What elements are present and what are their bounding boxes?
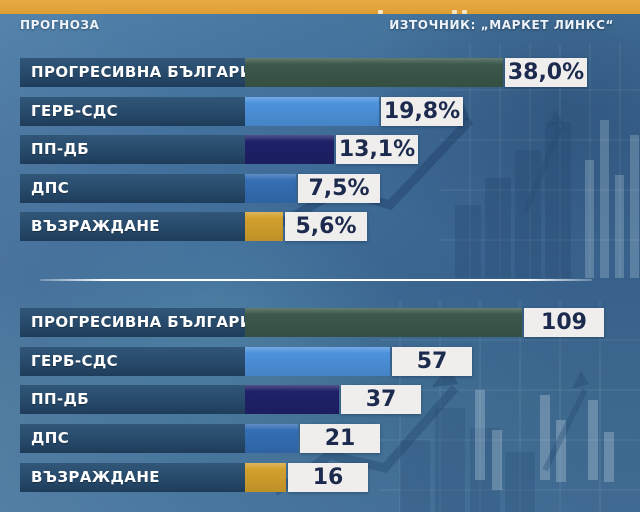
separator-line [40,279,592,281]
party-label: ПП-ДБ [20,385,245,414]
value-box: 38,0% [505,58,587,87]
bar [245,135,334,164]
value-box: 13,1% [336,135,418,164]
source-label: ИЗТОЧНИК: „МАРКЕТ ЛИНКС“ [389,18,614,32]
headline-text-remnant [462,10,467,14]
value-box: 16 [288,463,368,492]
poll-seats-chart: ПРОГРЕСИВНА БЪЛГАРИЯ 109 ГЕРБ-СДС 57 ПП-ДБ 37… [0,308,640,492]
value-box: 5,6% [285,212,367,241]
header-bar: ПРОГНОЗА ИЗТОЧНИК: „МАРКЕТ ЛИНКС“ [0,14,640,44]
party-label: ГЕРБ-СДС [20,347,245,376]
poll-percent-chart: ПРОГРЕСИВНА БЪЛГАРИЯ 38,0% ГЕРБ-СДС 19,8% ПП… [0,58,640,241]
value-box: 109 [524,308,604,337]
party-label: ПП-ДБ [20,135,245,164]
prognosis-label: ПРОГНОЗА [20,18,100,32]
bar [245,212,283,241]
party-label: ПРОГРЕСИВНА БЪЛГАРИЯ [20,58,264,87]
value-box: 57 [392,347,472,376]
bar [245,58,503,87]
party-label: ВЪЗРАЖДАНЕ [20,463,245,492]
bar [245,174,296,203]
value-box: 21 [300,424,380,453]
headline-text-remnant [452,10,457,14]
bar [245,308,522,337]
value-box: 19,8% [381,97,463,126]
headline-cutoff-strip [0,0,640,14]
party-label: ДПС [20,174,245,203]
party-label: ДПС [20,424,245,453]
headline-text-remnant [378,10,383,14]
bar [245,97,379,126]
bar [245,463,286,492]
bar [245,424,298,453]
party-label: ГЕРБ-СДС [20,97,245,126]
bar [245,385,339,414]
party-label: ВЪЗРАЖДАНЕ [20,212,245,241]
party-label: ПРОГРЕСИВНА БЪЛГАРИЯ [20,308,264,337]
bar [245,347,390,376]
value-box: 37 [341,385,421,414]
value-box: 7,5% [298,174,380,203]
